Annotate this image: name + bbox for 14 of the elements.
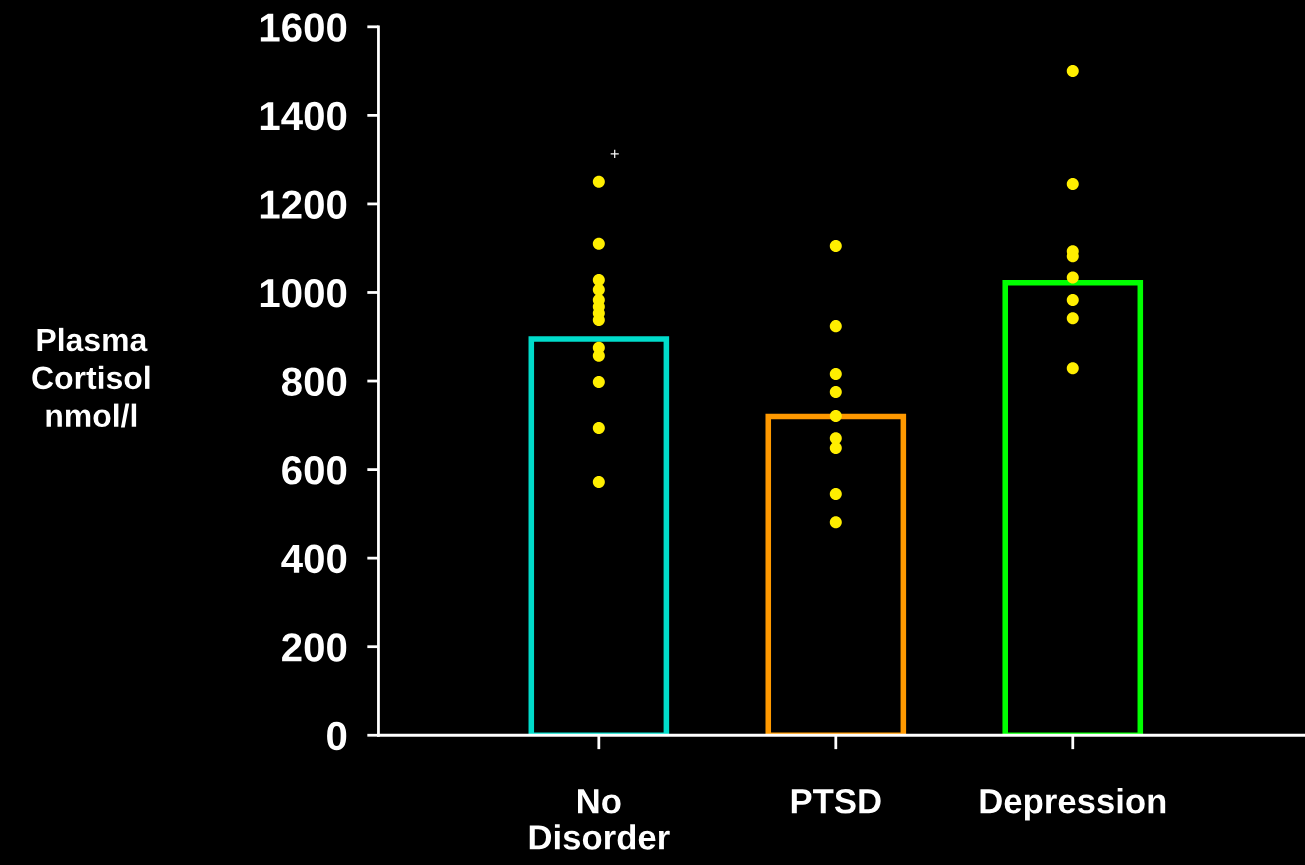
x-tick-label: No Disorder	[529, 789, 670, 850]
y-tick-label: 0	[327, 721, 347, 751]
annotation: +	[610, 149, 619, 158]
y-tick-label: 1600	[260, 13, 347, 42]
y-tick-label: 400	[281, 544, 347, 574]
y-tick-label: 600	[282, 456, 347, 485]
y-tick-label: 1000	[260, 278, 347, 308]
y-tick-label: 1400	[260, 101, 347, 131]
y-tick-label: 800	[281, 367, 347, 397]
y-axis-title: Plasma Cortisol nmol/l	[32, 327, 150, 428]
y-tick-label: 1200	[260, 190, 347, 219]
x-tick-label: PTSD	[791, 788, 881, 814]
x-tick-label: Depression	[980, 788, 1166, 821]
y-tick-label: 200	[282, 633, 347, 662]
